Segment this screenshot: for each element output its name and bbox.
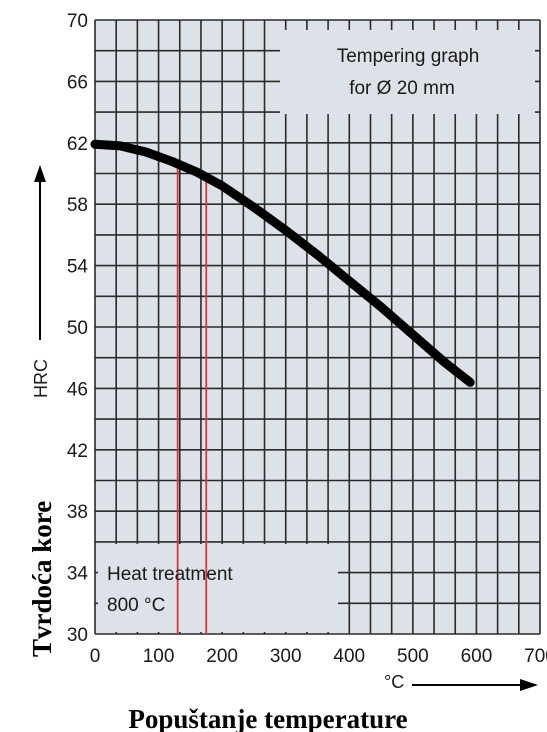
- x-axis-unit: °C: [384, 672, 404, 692]
- bottom-box-line2: 800 °C: [107, 595, 165, 616]
- y-axis-label: Tvrdoća kore: [27, 501, 57, 657]
- x-tick-label: 200: [206, 646, 238, 667]
- top-box-line2: for Ø 20 mm: [349, 78, 455, 99]
- y-tick-label: 54: [67, 257, 89, 278]
- y-tick-label: 70: [67, 11, 88, 32]
- x-tick-label: 600: [461, 646, 493, 667]
- bottom-box-line1: Heat treatment: [107, 564, 233, 585]
- x-tick-label: 0: [90, 646, 101, 667]
- top-annotation-box: [280, 30, 535, 114]
- y-tick-label: 58: [67, 195, 88, 216]
- x-axis-label: Popuštanje temperature: [128, 704, 407, 732]
- x-tick-label: 500: [397, 646, 429, 667]
- x-tick-label: 700: [524, 646, 547, 667]
- y-arrow-head: [34, 165, 46, 182]
- marker-lines: [176, 159, 208, 634]
- bottom-annotation-box: [98, 544, 338, 632]
- y-tick-label: 62: [67, 134, 88, 155]
- tempering-curve: [90, 139, 475, 387]
- x-tick-label: 400: [333, 646, 365, 667]
- y-tick-label: 46: [67, 379, 88, 400]
- annotation-boxes: [98, 30, 535, 632]
- y-tick-label: 66: [67, 72, 88, 93]
- x-tick-labels: 0 100 200 300 400 500 600 700: [90, 646, 547, 667]
- x-tick-label: 100: [143, 646, 175, 667]
- y-tick-label: 38: [67, 502, 88, 523]
- grid: [94, 19, 541, 635]
- y-tick-labels: 30 34 38 42 46 50 54 58 62 66 70: [67, 11, 89, 646]
- y-tick-label: 34: [67, 564, 89, 585]
- y-tick-label: 30: [67, 625, 88, 646]
- x-arrow-head: [520, 679, 538, 691]
- y-tick-label: 50: [67, 318, 88, 339]
- x-tick-label: 300: [270, 646, 302, 667]
- y-axis-unit: HRC: [31, 359, 51, 398]
- y-tick-label: 42: [67, 441, 88, 462]
- top-box-line1: Tempering graph: [337, 46, 480, 67]
